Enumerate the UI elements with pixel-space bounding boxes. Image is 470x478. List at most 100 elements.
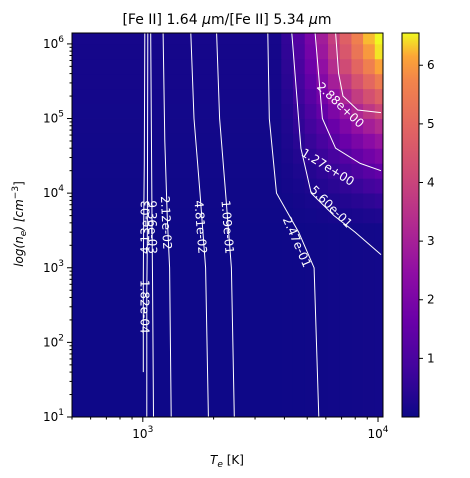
plot-frame: [71, 32, 384, 418]
heatmap-cell: [374, 133, 384, 149]
contour-line: [216, 32, 235, 418]
y-tick-label: 105: [43, 110, 64, 126]
heatmap-cell: [339, 118, 352, 134]
heatmap-cell: [363, 163, 376, 179]
heatmap-cell: [72, 208, 282, 224]
heatmap-cell: [374, 163, 384, 179]
heatmap-cell: [281, 163, 294, 179]
heatmap-cell: [363, 118, 376, 134]
heatmap-cell: [72, 103, 282, 119]
heatmap-cell: [304, 33, 317, 45]
heatmap-cell: [363, 43, 376, 60]
contour-line: [150, 32, 154, 418]
heatmap-cell: [374, 58, 384, 75]
contour-line: [267, 32, 320, 418]
heatmap-cell: [72, 178, 282, 194]
heatmap-cell: [328, 103, 341, 119]
heatmap-cell: [316, 208, 329, 224]
heatmap-cell: [72, 73, 282, 90]
heatmap-cell: [363, 178, 376, 194]
heatmap-cell: [304, 73, 317, 90]
heatmap-cell: [72, 88, 282, 105]
heatmap-cell: [281, 208, 294, 224]
heatmap-cell: [339, 163, 352, 179]
heatmap-cell: [363, 33, 376, 45]
heatmap-cell: [292, 33, 306, 45]
heatmap-cell: [339, 178, 352, 194]
contour-label-4.81e-02: 4.81e-02: [191, 200, 209, 255]
heatmap-cell: [363, 222, 376, 418]
heatmap-cell: [292, 43, 306, 60]
heatmap-cell: [339, 208, 352, 224]
heatmap-cell: [292, 163, 306, 179]
contour-line: [146, 32, 149, 417]
heatmap-cell: [304, 58, 317, 75]
heatmap-cell: [374, 178, 384, 194]
contour-line: [162, 32, 172, 418]
heatmap-cell: [351, 33, 364, 45]
heatmap-cell: [316, 118, 329, 134]
heatmap-cell: [351, 58, 364, 75]
heatmap-cell: [374, 43, 384, 60]
heatmap-cell: [72, 222, 282, 418]
heatmap-cell: [328, 58, 341, 75]
heatmap-cell: [304, 133, 317, 149]
heatmap-cell: [374, 118, 384, 134]
heatmap-cell: [304, 208, 317, 224]
colorbar-tick-label: 3: [427, 234, 435, 248]
heatmap-cell: [374, 208, 384, 224]
colorbar-tick-label: 2: [427, 293, 435, 307]
heatmap-cell: [374, 103, 384, 119]
heatmap-cell: [316, 43, 329, 60]
heatmap-cell: [351, 133, 364, 149]
heatmap-cell: [328, 178, 341, 194]
heatmap-cell: [316, 58, 329, 75]
heatmap-cell: [281, 33, 294, 45]
x-tick-label: 104: [368, 425, 389, 441]
heatmap-cell: [363, 133, 376, 149]
y-tick-label: 104: [43, 184, 64, 200]
heatmap-cell: [281, 193, 294, 209]
heatmap-cell: [281, 103, 294, 119]
heatmap-cell: [374, 33, 384, 45]
colorbar: 1 2 3 4 5 6: [401, 32, 435, 418]
heatmap-cell: [328, 118, 341, 134]
heatmap-cell: [339, 73, 352, 90]
heatmap-cell: [374, 88, 384, 105]
heatmap-cell: [328, 43, 341, 60]
y-tick-label: 101: [43, 408, 64, 424]
heatmap-cell: [328, 163, 341, 179]
heatmap-cell: [363, 193, 376, 209]
heatmap-cell: [292, 208, 306, 224]
heatmap-cell: [72, 58, 282, 75]
heatmap-cell: [328, 88, 341, 105]
heatmap-cell: [281, 148, 294, 164]
heatmap-cell: [339, 222, 352, 418]
heatmap-cell: [363, 73, 376, 90]
heatmap-cell: [304, 148, 317, 164]
heatmap-cell: [363, 58, 376, 75]
heatmap-cell: [304, 103, 317, 119]
colorbar-ticks: 1 2 3 4 5 6: [419, 58, 435, 365]
heatmap-cell: [72, 193, 282, 209]
heatmap-cell: [281, 133, 294, 149]
heatmap-cell: [281, 43, 294, 60]
heatmap-cell: [363, 148, 376, 164]
heatmap-cell: [292, 222, 306, 418]
colorbar-tick-label: 1: [427, 351, 435, 365]
heatmap-cell: [304, 178, 317, 194]
heatmap-cell: [281, 118, 294, 134]
y-tick-label: 102: [43, 333, 64, 349]
heatmap-cell: [316, 133, 329, 149]
y-axis-label: log(ne) [cm−3]: [11, 181, 29, 267]
heatmap-cell: [72, 133, 282, 149]
heatmap-cell: [339, 103, 352, 119]
heatmap-cell: [281, 73, 294, 90]
heatmap-cell: [281, 58, 294, 75]
heatmap-cell: [316, 148, 329, 164]
heatmap-cell: [351, 222, 364, 418]
contour-label-1.82e-04: 1.82e-04: [137, 280, 151, 334]
heatmap-cell: [316, 33, 329, 45]
heatmap-cell: [339, 43, 352, 60]
heatmap-cell: [351, 193, 364, 209]
